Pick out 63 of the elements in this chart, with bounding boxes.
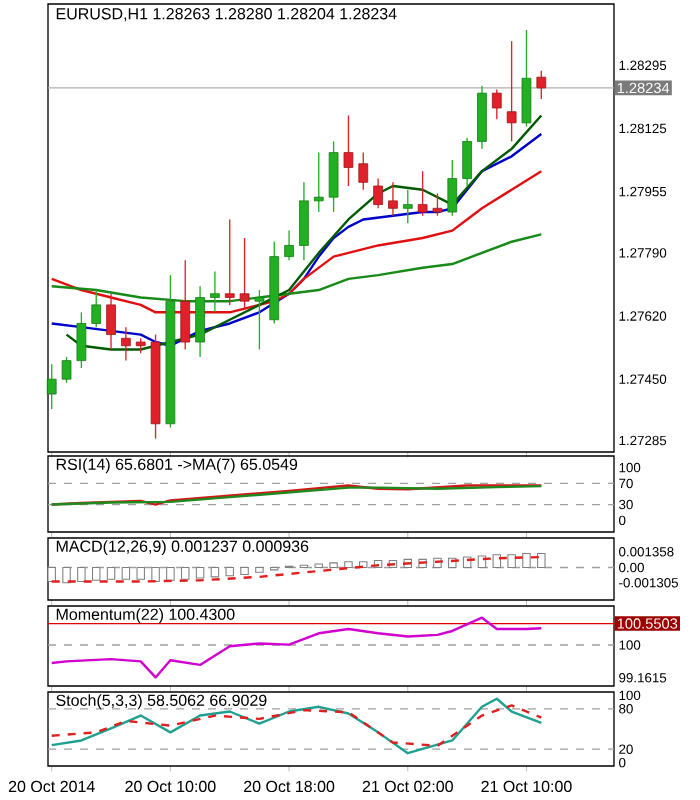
candlestick <box>491 88 502 120</box>
candlestick <box>46 363 57 410</box>
chart-title: EURUSD,H1 1.28263 1.28280 1.28204 1.28234 <box>56 8 397 22</box>
candlestick <box>254 289 265 351</box>
candlestick <box>373 177 383 209</box>
bar <box>136 567 145 580</box>
bar <box>180 567 190 580</box>
bar <box>462 556 472 569</box>
candlestick <box>328 140 339 213</box>
candlestick <box>76 311 87 369</box>
bar <box>121 567 131 580</box>
x-tick-label: 20 Oct 2014 <box>8 780 95 793</box>
candlestick <box>284 229 294 261</box>
candlestick <box>210 270 220 313</box>
bar <box>195 567 205 579</box>
candlestick <box>224 218 235 306</box>
bar <box>477 555 487 569</box>
x-tick-label: 21 Oct 10:00 <box>481 780 572 793</box>
candlestick <box>388 181 398 217</box>
candlestick <box>299 181 309 261</box>
x-tick-label: 20 Oct 10:00 <box>125 780 216 793</box>
chart-title: MACD(12,26,9) 0.001237 0.000936 <box>56 540 309 556</box>
bar <box>166 567 175 581</box>
chart-title: Momentum(22) 100.4300 <box>56 608 235 624</box>
chart-title: RSI(14) 65.6801 ->MA(7) 65.0549 <box>56 458 298 474</box>
candlestick <box>358 151 369 191</box>
bar <box>106 567 116 580</box>
candlestick <box>239 237 250 310</box>
candlestick <box>91 289 102 328</box>
candlestick <box>61 356 72 384</box>
bar <box>240 567 249 576</box>
x-tick-label: 20 Oct 18:00 <box>244 780 335 793</box>
bar <box>77 567 86 583</box>
candlestick <box>106 293 116 351</box>
candlestick <box>462 137 472 187</box>
line-series <box>50 555 543 583</box>
bar <box>47 567 56 583</box>
x-tick-label: 21 Oct 02:00 <box>362 780 453 793</box>
bar <box>492 554 502 569</box>
candlestick <box>506 40 517 143</box>
bar <box>507 554 516 569</box>
candlestick <box>417 170 428 217</box>
candlestick <box>313 151 324 213</box>
bar <box>62 567 71 584</box>
candlestick <box>536 70 547 100</box>
bar <box>537 553 546 569</box>
candlestick <box>402 189 413 224</box>
bar <box>225 567 234 577</box>
candlestick <box>343 114 354 187</box>
bar <box>255 567 264 573</box>
chart-title: Stoch(5,3,3) 58.5062 66.9029 <box>56 694 267 710</box>
bar <box>522 553 531 569</box>
bar <box>344 561 353 569</box>
bar <box>91 567 101 581</box>
bar <box>210 567 220 578</box>
candlestick <box>447 159 458 217</box>
candlestick <box>180 259 191 351</box>
candlestick <box>121 326 131 362</box>
candlestick <box>432 192 443 217</box>
bar <box>329 562 338 569</box>
candlestick <box>521 29 532 128</box>
candlestick <box>195 285 205 358</box>
bar <box>151 567 160 583</box>
